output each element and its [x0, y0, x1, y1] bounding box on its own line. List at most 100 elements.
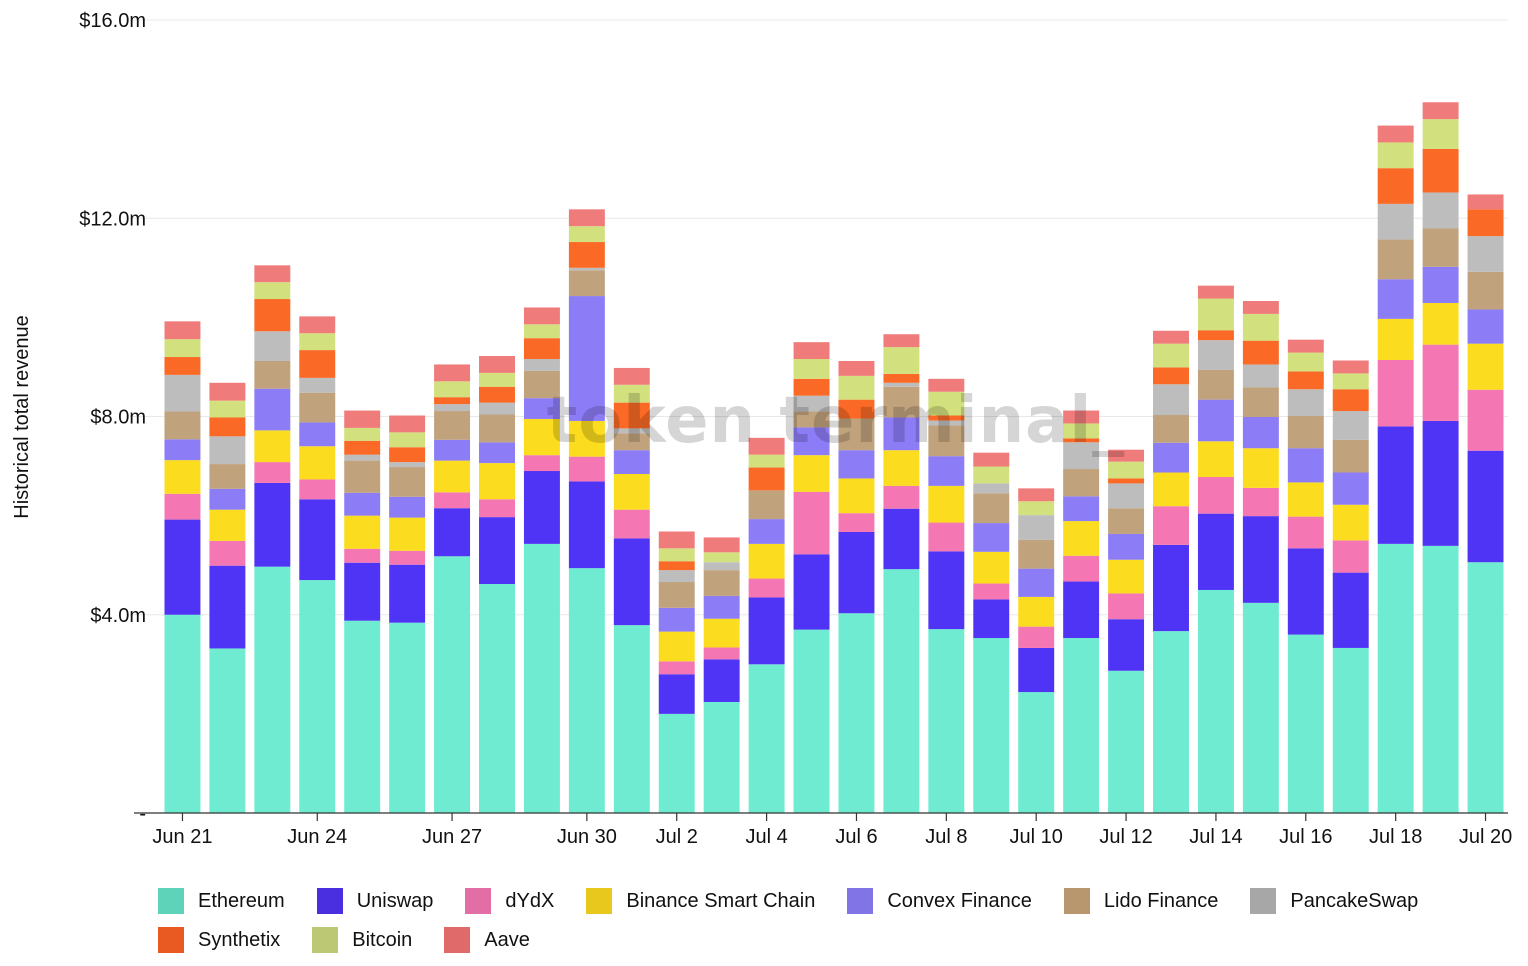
legend-item[interactable]: Bitcoin — [312, 927, 412, 953]
legend-item[interactable]: Synthetix — [158, 927, 280, 953]
legend-item[interactable]: Ethereum — [158, 888, 285, 914]
bar-segment — [613, 384, 650, 403]
legend-item[interactable]: dYdX — [465, 888, 554, 914]
bar-segment — [1153, 544, 1189, 632]
bar-segment — [1467, 389, 1504, 451]
bar-segment — [1063, 469, 1100, 497]
bar-segment — [1422, 420, 1459, 546]
bar-segment — [658, 570, 695, 583]
bar-segment — [389, 447, 426, 463]
bar-segment — [1108, 593, 1145, 620]
bar-segment — [973, 466, 1010, 484]
bar-segment — [523, 471, 560, 544]
bar-segment — [1063, 496, 1100, 522]
bar-segment — [928, 378, 965, 392]
bar-segment — [928, 425, 965, 457]
bar-segment — [254, 462, 291, 483]
legend-label: Convex Finance — [887, 889, 1032, 912]
bar-segment — [973, 523, 1010, 552]
bar-segment — [658, 607, 695, 632]
bar-segment — [299, 499, 336, 581]
bar-segment — [344, 492, 381, 516]
bar-segment — [748, 490, 785, 520]
bar-segment — [254, 282, 291, 300]
bar-segment — [209, 565, 246, 649]
legend-item[interactable]: Aave — [444, 927, 530, 953]
bar-stack — [928, 378, 965, 813]
bar-segment — [164, 374, 201, 412]
legend-swatch — [312, 927, 339, 953]
bar-segment — [1377, 239, 1414, 280]
bar-segment — [1197, 476, 1234, 514]
bar-segment — [1063, 410, 1100, 424]
bar-segment — [1332, 572, 1369, 648]
bar-segment — [1242, 448, 1279, 488]
legend-item[interactable]: PancakeSwap — [1250, 888, 1418, 914]
bar-segment — [523, 359, 560, 371]
bar-segment — [928, 415, 965, 421]
bar-segment — [748, 454, 785, 468]
legend: Ethereum Uniswap dYdX Binance Smart Chain Co… — [158, 888, 1498, 953]
bar-segment — [883, 382, 920, 387]
bar-stack — [523, 307, 560, 813]
bar-segment — [1332, 373, 1369, 390]
bar-segment — [1422, 303, 1459, 345]
bar-segment — [299, 377, 336, 393]
bar-segment — [1018, 568, 1055, 597]
bar-segment — [434, 411, 471, 440]
bar-segment — [973, 638, 1010, 813]
legend-item[interactable]: Lido Finance — [1063, 888, 1218, 914]
bar-segment — [1377, 125, 1414, 143]
bar-segment — [883, 450, 920, 486]
bar-segment — [1108, 670, 1145, 813]
legend-label: Aave — [484, 928, 530, 951]
bar-segment — [613, 428, 650, 434]
bar-segment — [793, 411, 830, 428]
bar-segment — [479, 414, 515, 443]
bar-stack — [703, 537, 740, 813]
bar-stack — [254, 265, 291, 813]
bar-segment — [658, 713, 695, 814]
bar-segment — [1197, 340, 1234, 370]
bar-segment — [658, 661, 695, 675]
x-tick-label: Jul 20 — [1459, 826, 1512, 848]
legend-item[interactable]: Binance Smart Chain — [586, 888, 815, 914]
legend-swatch — [586, 888, 613, 914]
bar-segment — [434, 381, 471, 398]
bar-stack — [479, 356, 515, 813]
bar-segment — [703, 552, 740, 563]
bar-segment — [254, 299, 291, 332]
legend-item[interactable]: Uniswap — [316, 888, 433, 914]
bar-segment — [1287, 389, 1324, 416]
bar-segment — [1242, 364, 1279, 388]
bar-segment — [389, 432, 426, 448]
bar-segment — [1242, 417, 1279, 449]
bar-segment — [793, 554, 830, 630]
bar-stack — [344, 410, 381, 813]
x-tick-label: Jul 12 — [1099, 826, 1152, 848]
bar-segment — [703, 562, 740, 571]
bar-segment — [568, 242, 605, 268]
bar-segment — [1377, 318, 1414, 360]
x-tick-label: Jul 6 — [835, 826, 877, 848]
bar-stack — [1377, 125, 1414, 813]
bar-segment — [973, 583, 1010, 600]
bar-segment — [703, 595, 740, 619]
bar-segment — [254, 566, 291, 813]
bar-segment — [703, 618, 740, 648]
bar-segment — [1332, 647, 1369, 813]
bar-segment — [164, 357, 201, 375]
bar-stack — [1467, 194, 1504, 813]
x-tick-label: Jul 18 — [1369, 826, 1422, 848]
bar-segment — [973, 599, 1010, 639]
bar-segment — [1242, 387, 1279, 417]
bar-stack — [299, 316, 336, 813]
bar-segment — [1018, 692, 1055, 813]
bar-segment — [1422, 148, 1459, 193]
bar-segment — [1108, 478, 1145, 484]
bar-segment — [568, 481, 605, 569]
bar-stack — [1242, 301, 1279, 813]
bar-segment — [389, 415, 426, 433]
bar-segment — [389, 467, 426, 497]
legend-item[interactable]: Convex Finance — [847, 888, 1032, 914]
